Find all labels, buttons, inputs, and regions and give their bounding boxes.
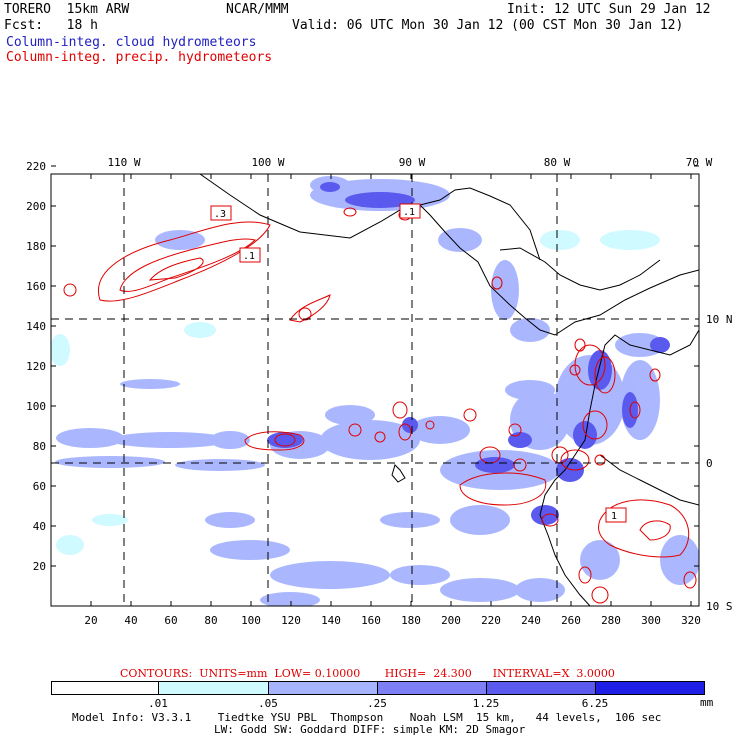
x-tick-label: 80 (204, 614, 217, 627)
lon-label: 80 W (544, 156, 571, 169)
contour-label: .1 (403, 207, 415, 218)
lat-label: 10 S (706, 600, 733, 613)
x-tick-label: 100 (241, 614, 261, 627)
x-tick-label: 220 (481, 614, 501, 627)
x-tick-label: 40 (124, 614, 137, 627)
lon-label: 100 W (251, 156, 284, 169)
forecast-hour: Fcst: 18 h (4, 18, 98, 33)
x-tick-label: 320 (681, 614, 701, 627)
colorbar-label: 1.25 (472, 697, 500, 710)
center-name: NCAR/MMM (226, 2, 289, 17)
y-tick-label: 140 (26, 320, 46, 333)
colorbar-unit: mm (700, 696, 714, 709)
model-name: TORERO 15km ARW (4, 2, 130, 17)
lon-label: 70 W (686, 156, 713, 169)
colorbar-label: .25 (367, 697, 387, 710)
x-tick-label: 200 (441, 614, 461, 627)
field1-label: Column-integ. cloud hydrometeors (6, 35, 257, 50)
lat-label: 0 (706, 457, 713, 470)
coastlines (199, 174, 699, 606)
contour-label-boxes: .3 .1 .1 1 (210, 203, 627, 523)
lon-label: 110 W (107, 156, 140, 169)
y-tick-label: 20 (33, 560, 46, 573)
colorbar-label: 6.25 (581, 697, 609, 710)
y-tick-label: 100 (26, 400, 46, 413)
colorbar-swatch (51, 681, 159, 695)
x-tick-label: 160 (361, 614, 381, 627)
colorbar-swatch (268, 681, 378, 695)
x-tick-label: 140 (321, 614, 341, 627)
colorbar-swatch (377, 681, 487, 695)
y-tick-label: 200 (26, 200, 46, 213)
colorbar-label: .01 (148, 697, 168, 710)
model-info: Model Info: V3.3.1 Tiedtke YSU PBL Thomp… (72, 711, 662, 724)
x-tick-label: 280 (601, 614, 621, 627)
field2-label: Column-integ. precip. hydrometeors (6, 50, 273, 65)
x-tick-label: 260 (561, 614, 581, 627)
latlon-grid (51, 174, 699, 606)
colorbar-swatch (158, 681, 269, 695)
model-physics: LW: Godd SW: Goddard DIFF: simple KM: 2D… (214, 723, 526, 736)
contour-label: .3 (214, 209, 226, 220)
precip-contours (63, 207, 697, 604)
map-frame (50, 173, 700, 607)
x-tick-label: 20 (84, 614, 97, 627)
y-tick-label: 180 (26, 240, 46, 253)
x-tick-label: 240 (521, 614, 541, 627)
y-tick-label: 220 (26, 160, 46, 173)
colorbar-swatch (595, 681, 705, 695)
colorbar-swatch (486, 681, 596, 695)
contour-label: 1 (611, 511, 617, 522)
y-tick-label: 120 (26, 360, 46, 373)
y-tick-label: 80 (33, 440, 46, 453)
x-tick-label: 120 (281, 614, 301, 627)
lon-label: 90 W (399, 156, 426, 169)
map-field-layer (51, 174, 699, 606)
cloud-shading-dark (267, 182, 670, 525)
x-tick-label: 60 (164, 614, 177, 627)
colorbar-label: .05 (258, 697, 278, 710)
y-tick-label: 60 (33, 480, 46, 493)
cloud-shading-light (55, 176, 699, 606)
valid-time: Valid: 06 UTC Mon 30 Jan 12 (00 CST Mon … (292, 18, 684, 33)
cloud-shading-faint (51, 230, 660, 555)
contour-info: CONTOURS: UNITS=mm LOW= 0.10000 HIGH= 24… (120, 667, 615, 680)
y-tick-label: 160 (26, 280, 46, 293)
init-time: Init: 12 UTC Sun 29 Jan 12 (507, 2, 711, 17)
y-tick-label: 40 (33, 520, 46, 533)
lat-label: 10 N (706, 313, 733, 326)
contour-label: .1 (243, 251, 255, 262)
x-tick-label: 300 (641, 614, 661, 627)
x-tick-label: 180 (401, 614, 421, 627)
